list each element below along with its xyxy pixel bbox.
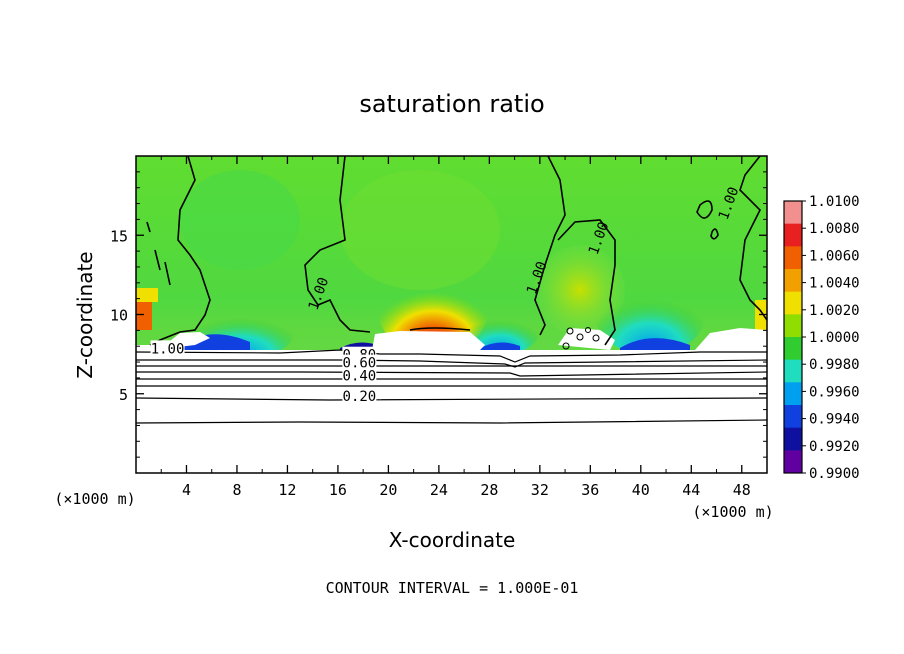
y-tick-label: 5: [119, 386, 128, 404]
colorbar-swatch: [784, 337, 802, 361]
y-axis-ticks: 5 10 15: [110, 171, 767, 458]
field-subsaturated: [695, 328, 767, 350]
x-tick-label: 4: [182, 481, 191, 499]
contour-label: 0.40: [343, 368, 377, 384]
x-tick-label: 40: [632, 481, 650, 499]
plot-area: [136, 156, 767, 473]
colorbar-label: 1.0020: [809, 303, 860, 319]
colorbar-label: 1.0040: [809, 276, 860, 292]
colorbar-label: 0.9920: [809, 439, 860, 455]
x-tick-label: 48: [733, 481, 751, 499]
x-tick-label: 16: [329, 481, 347, 499]
colorbar-swatch: [784, 223, 802, 247]
x-tick-label: 28: [480, 481, 498, 499]
contour-label-group: 0.20: [342, 387, 377, 405]
y-tick-label: 15: [110, 227, 128, 245]
x-tick-label: 24: [430, 481, 448, 499]
y-axis-title: Z-coordinate: [73, 251, 97, 378]
x-tick-label: 36: [581, 481, 599, 499]
x-tick-label: 32: [531, 481, 549, 499]
x-axis-ticks: 4 8 12 16 20 24 28 32 36 40 44 48: [160, 156, 751, 499]
colorbar-label: 1.0000: [809, 330, 860, 346]
colorbar-label: 0.9900: [809, 466, 860, 482]
field-subsaturated: [136, 350, 767, 473]
colorbar-swatch: [784, 359, 802, 383]
contour-lines-lower: [136, 349, 767, 424]
contour-label-group: 0.40: [342, 367, 377, 384]
colorbar-label: 0.9940: [809, 412, 860, 428]
colorbar-label: 1.0080: [809, 221, 860, 237]
contour-label: 1.00: [151, 341, 185, 357]
y-tick-label: 10: [110, 307, 128, 325]
contour-label-bg: [342, 367, 377, 382]
contour-interval-note: CONTOUR INTERVAL = 1.000E-01: [326, 579, 579, 597]
x-unit-note: (×1000 m): [692, 503, 773, 521]
contour-lines-upper: [146, 156, 767, 346]
x-tick-label: 20: [379, 481, 397, 499]
colorbar-swatch: [784, 291, 802, 315]
contour-label-bg: [150, 340, 185, 355]
colorbar: 1.0100 1.0080 1.0060 1.0040 1.0020 1.0000 0.99…: [783, 194, 860, 482]
colorbar-label: 1.0100: [809, 194, 860, 210]
colorbar-label: 0.9960: [809, 384, 860, 400]
x-tick-label: 12: [278, 481, 296, 499]
colorbar-swatch: [784, 201, 802, 225]
field-edge-warm: [136, 288, 158, 302]
colorbar-swatch: [784, 405, 802, 429]
colorbar-swatch: [784, 427, 802, 451]
field-blob: [180, 170, 300, 270]
x-tick-label: 44: [682, 481, 700, 499]
colorbar-label: 1.0060: [809, 248, 860, 264]
colorbar-swatch: [784, 269, 802, 293]
x-axis-title: X-coordinate: [389, 528, 516, 552]
chart-title: saturation ratio: [359, 90, 544, 118]
contour-label-bg: [342, 354, 377, 369]
contour-label-bg: [342, 387, 377, 402]
colorbar-swatch: [784, 314, 802, 338]
field-subsaturated: [372, 331, 485, 350]
x-tick-label: 8: [232, 481, 241, 499]
field-blob: [340, 170, 500, 290]
colorbar-label: 0.9980: [809, 357, 860, 373]
colorbar-swatch: [784, 246, 802, 270]
colorbar-swatch: [784, 382, 802, 406]
contour-label-group: 1.00: [150, 340, 185, 357]
contour-noise: [562, 327, 600, 350]
field-cold-patch: [595, 275, 705, 355]
colorbar-swatch: [784, 450, 802, 474]
z-unit-note: (×1000 m): [54, 490, 135, 508]
contour-label: 0.20: [343, 389, 377, 405]
